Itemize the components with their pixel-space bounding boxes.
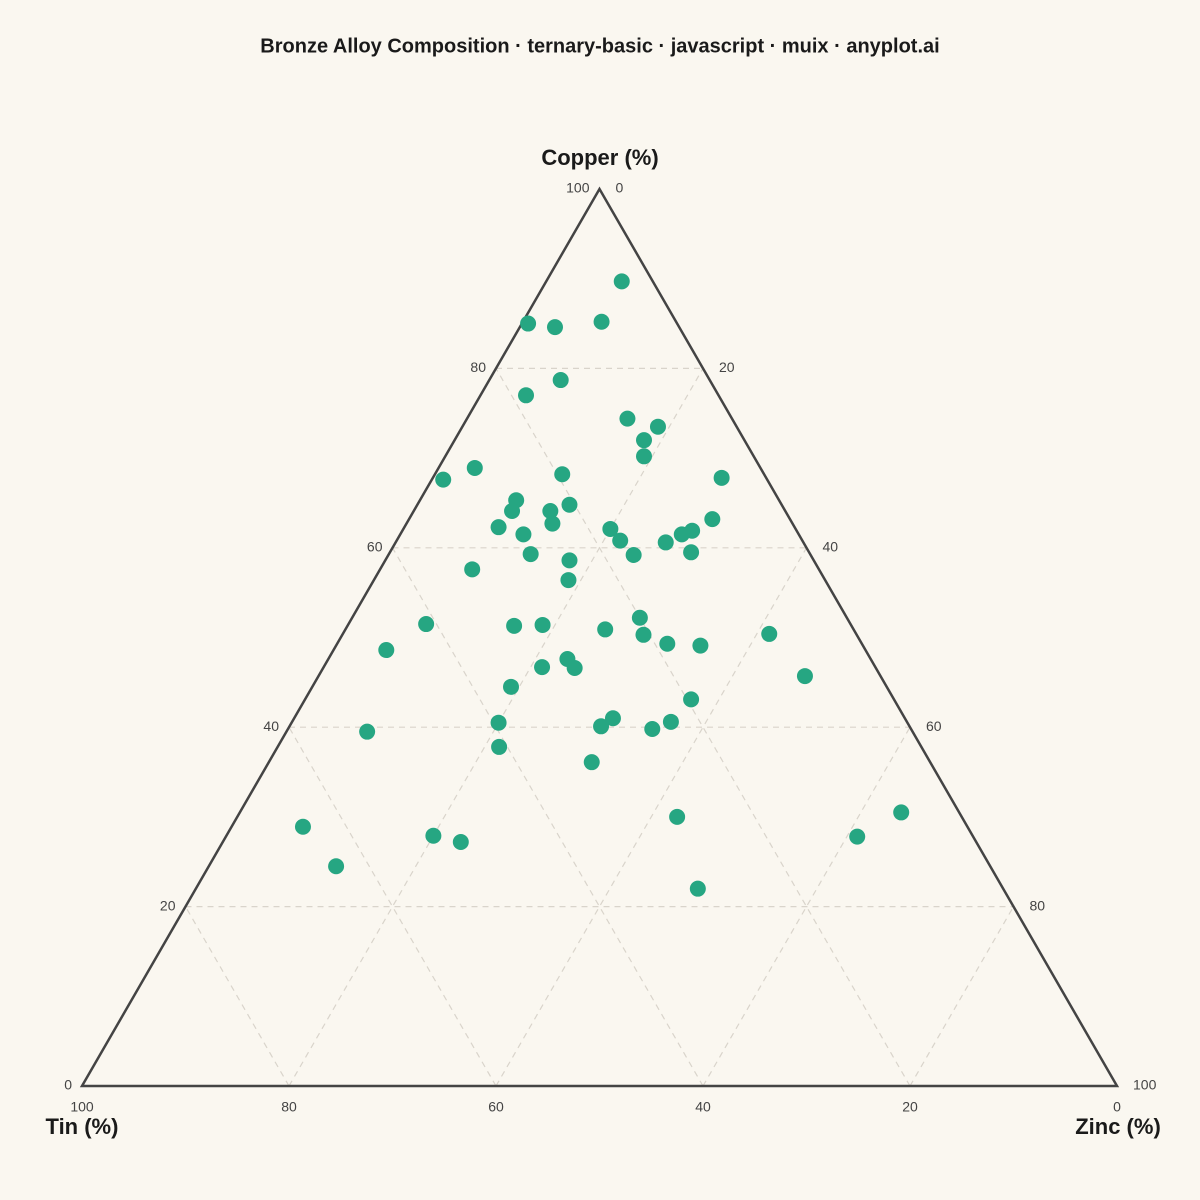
data-point: [418, 616, 435, 633]
data-point: [631, 609, 648, 626]
data-point: [566, 659, 583, 676]
data-point: [503, 678, 520, 695]
tin-tick-label: 40: [695, 1099, 711, 1115]
data-point: [689, 880, 706, 897]
data-point: [583, 754, 600, 771]
data-point: [761, 625, 778, 642]
grid-line: [702, 726, 911, 1087]
data-point: [359, 723, 376, 740]
grid-line: [288, 726, 497, 1087]
data-point: [506, 617, 523, 634]
data-point: [619, 410, 636, 427]
data-point: [534, 659, 551, 676]
data-point: [893, 804, 910, 821]
data-point: [704, 511, 721, 528]
copper-tick-label: 100: [566, 180, 590, 196]
axis-title-zinc: Zinc (%): [1075, 1114, 1161, 1139]
data-point: [435, 471, 452, 488]
data-point: [604, 710, 621, 727]
data-point: [522, 546, 539, 563]
copper-tick-label: 60: [367, 539, 383, 555]
data-point: [560, 572, 577, 589]
axis-title-copper: Copper (%): [541, 145, 658, 170]
data-point: [625, 546, 642, 563]
data-point: [504, 503, 521, 520]
data-point: [515, 526, 532, 543]
zinc-tick-label: 40: [823, 539, 839, 555]
data-point: [490, 519, 507, 536]
data-point: [561, 552, 578, 569]
tin-tick-label: 60: [488, 1099, 504, 1115]
data-point: [490, 714, 507, 731]
grid-line: [391, 547, 704, 1087]
data-point: [657, 534, 674, 551]
data-point: [649, 418, 666, 435]
data-point: [491, 738, 508, 755]
data-point: [328, 858, 345, 875]
data-point: [561, 496, 578, 513]
data-point: [683, 691, 700, 708]
data-point: [644, 720, 661, 737]
axis-title-tin: Tin (%): [46, 1114, 119, 1139]
data-point: [544, 515, 561, 532]
grid-line: [184, 906, 290, 1087]
data-point: [552, 372, 569, 389]
data-point: [683, 544, 700, 561]
copper-tick-label: 80: [470, 359, 486, 375]
tin-tick-label: 0: [1113, 1099, 1121, 1115]
data-point: [466, 459, 483, 476]
data-point: [542, 503, 559, 520]
data-point: [692, 637, 709, 654]
data-point: [425, 827, 442, 844]
zinc-tick-label: 60: [926, 718, 942, 734]
zinc-tick-label: 0: [616, 180, 624, 196]
triangle-frame: [79, 186, 1120, 1088]
chart-title: Bronze Alloy Composition · ternary-basic…: [260, 35, 939, 57]
data-point: [849, 828, 866, 845]
copper-tick-label: 40: [263, 718, 279, 734]
grid-line: [495, 547, 808, 1087]
data-point: [518, 387, 535, 404]
zinc-tick-label: 20: [719, 359, 735, 375]
data-point: [593, 313, 610, 330]
data-point: [554, 466, 571, 483]
data-point: [713, 469, 730, 486]
data-point: [662, 713, 679, 730]
data-point: [613, 273, 630, 290]
data-point: [636, 448, 653, 465]
data-point: [464, 561, 481, 578]
data-point: [636, 432, 653, 449]
data-point: [520, 315, 537, 332]
data-point: [796, 668, 813, 685]
copper-tick-label: 0: [64, 1077, 72, 1093]
data-point: [452, 834, 469, 851]
tin-tick-label: 100: [70, 1099, 94, 1115]
grid-line: [909, 906, 1015, 1087]
data-point: [593, 718, 610, 735]
data-point: [669, 808, 686, 825]
zinc-tick-label: 80: [1030, 897, 1046, 913]
tin-tick-label: 80: [281, 1099, 297, 1115]
data-point: [612, 532, 629, 549]
data-point: [294, 818, 311, 835]
copper-tick-label: 20: [160, 897, 176, 913]
data-point: [635, 626, 652, 643]
zinc-tick-label: 100: [1133, 1077, 1157, 1093]
data-point: [673, 526, 690, 543]
data-point: [597, 621, 614, 638]
data-point: [378, 642, 395, 659]
data-point: [659, 635, 676, 652]
data-point: [534, 616, 551, 633]
data-point: [546, 319, 563, 336]
data-point: [602, 520, 619, 537]
tin-tick-label: 20: [902, 1099, 918, 1115]
